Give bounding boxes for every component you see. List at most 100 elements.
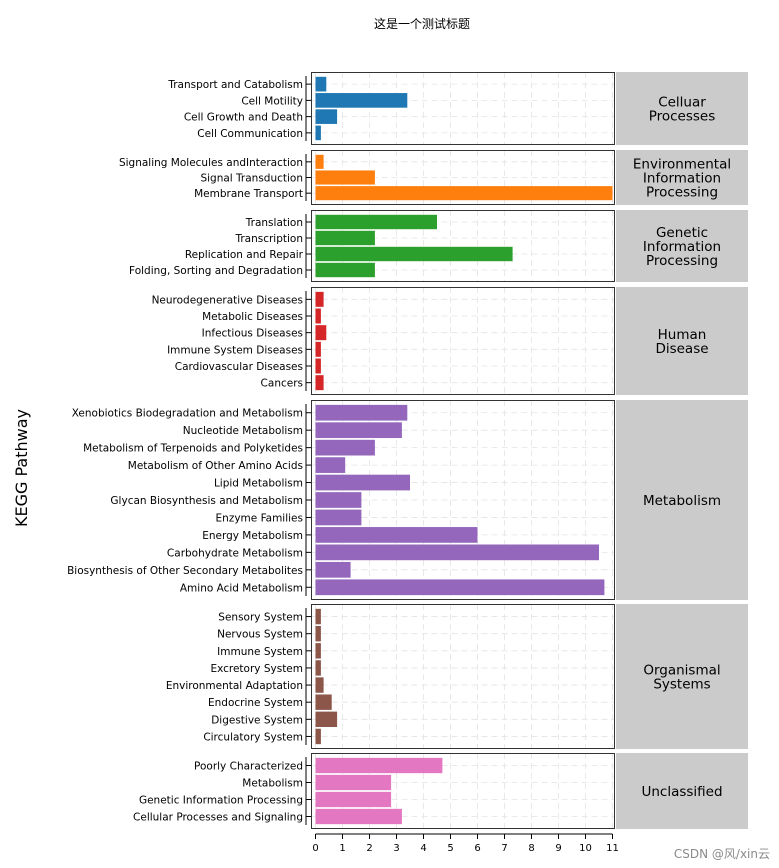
bar [315,711,338,728]
category-label: Replication and Repair [185,249,304,261]
category-label: Enzyme Families [216,512,303,524]
bar [315,660,321,676]
category-label: Translation [245,217,303,229]
category-label: Metabolism of Other Amino Acids [128,460,303,472]
group-label: Processing [646,253,718,269]
group-label: Processes [649,109,716,125]
category-label: Immune System Diseases [167,344,303,356]
category-label: Membrane Transport [194,188,303,200]
category-label: Cell Growth and Death [184,112,303,124]
group-label: Celluar [658,95,706,111]
panel-border [311,400,615,600]
group-label: Information [643,171,721,187]
x-tick-label: 1 [339,843,345,854]
group-strip [616,287,748,395]
x-tick-label: 5 [447,843,453,854]
bar [315,808,402,825]
category-label: Signal Transduction [200,173,303,185]
bar [315,186,613,201]
bar [315,457,346,473]
x-tick-label: 2 [366,843,372,854]
panel-border [311,287,615,395]
bar [315,308,321,324]
panel-6: Poorly Characterized Metabolism Genetic In… [133,753,748,829]
group-strip [616,210,748,282]
bar [315,262,375,278]
bar [315,170,375,185]
category-label: Infectious Diseases [202,328,303,340]
category-label: Environmental Adaptation [166,680,303,692]
group-label: Processing [646,185,718,201]
x-tick-label: 8 [528,843,534,854]
group-label: Information [643,239,721,255]
panel-border [311,150,615,205]
category-label: Cell Communication [197,128,303,140]
bar [315,561,351,578]
category-label: Cell Motility [241,95,303,107]
bar [315,125,321,141]
group-strip [616,753,748,829]
category-label: Nucleotide Metabolism [183,425,303,437]
watermark: CSDN @风/xin云 [674,847,770,861]
bar [315,291,324,307]
bar [315,677,324,693]
group-label: Human [658,327,707,343]
category-label: Genetic Information Processing [139,795,303,807]
group-strip [616,72,748,145]
panel-0: Transport and Catabolism Cell Motility Cel… [167,72,748,145]
x-tick-label: 3 [393,843,399,854]
category-label: Carbohydrate Metabolism [167,547,303,559]
bar [315,246,513,262]
bar [315,109,338,124]
bar [315,358,321,374]
category-label: Sensory System [218,612,303,624]
category-label: Energy Metabolism [202,530,303,542]
bar [315,728,321,745]
category-label: Neurodegenerative Diseases [152,294,303,306]
panel-4: Xenobiotics Biodegradation and Metabolis… [67,400,748,600]
category-label: Excretory System [210,663,303,675]
panels: Transport and Catabolism Cell Motility Cel… [67,72,748,829]
group-label: Unclassified [641,784,722,800]
category-label: Signaling Molecules andInteraction [119,157,303,169]
group-strip [616,150,748,205]
category-label: Cellular Processes and Signaling [133,812,303,824]
category-label: Digestive System [211,714,303,726]
panel-5: Sensory System Nervous System Immune Syste… [166,604,748,749]
bar [315,694,332,710]
bar [315,341,321,357]
group-strip [616,400,748,600]
group-label: Systems [653,677,710,693]
bar [315,527,478,543]
chart-title: 这是一个测试标题 [374,16,470,31]
group-strip [616,604,748,749]
bar [315,579,605,596]
category-label: Glycan Biosynthesis and Metabolism [110,495,303,507]
x-tick-label: 0 [312,843,318,854]
bar [315,509,362,526]
bar [315,608,321,625]
category-label: Amino Acid Metabolism [180,582,303,594]
bar [315,643,321,659]
category-label: Metabolism [242,778,303,790]
bar [315,422,402,439]
panel-border [311,604,615,749]
panel-border [311,753,615,829]
category-label: Immune System [217,646,303,658]
bar [315,325,327,341]
bar [315,439,375,456]
category-label: Transport and Catabolism [167,79,303,91]
x-tick-label: 11 [606,843,619,854]
bar [315,375,324,391]
bar [315,625,321,642]
group-label: Genetic [656,225,708,241]
panel-background [311,72,615,145]
panel-border [311,72,615,145]
group-label: Disease [655,341,708,357]
bar [315,774,392,791]
category-label: Biosynthesis of Other Secondary Metaboli… [67,565,303,577]
group-label: Organismal [643,663,720,679]
panel-background [311,604,615,749]
bar [315,93,408,108]
panel-2: Translation Transcription Replication and … [129,210,748,282]
